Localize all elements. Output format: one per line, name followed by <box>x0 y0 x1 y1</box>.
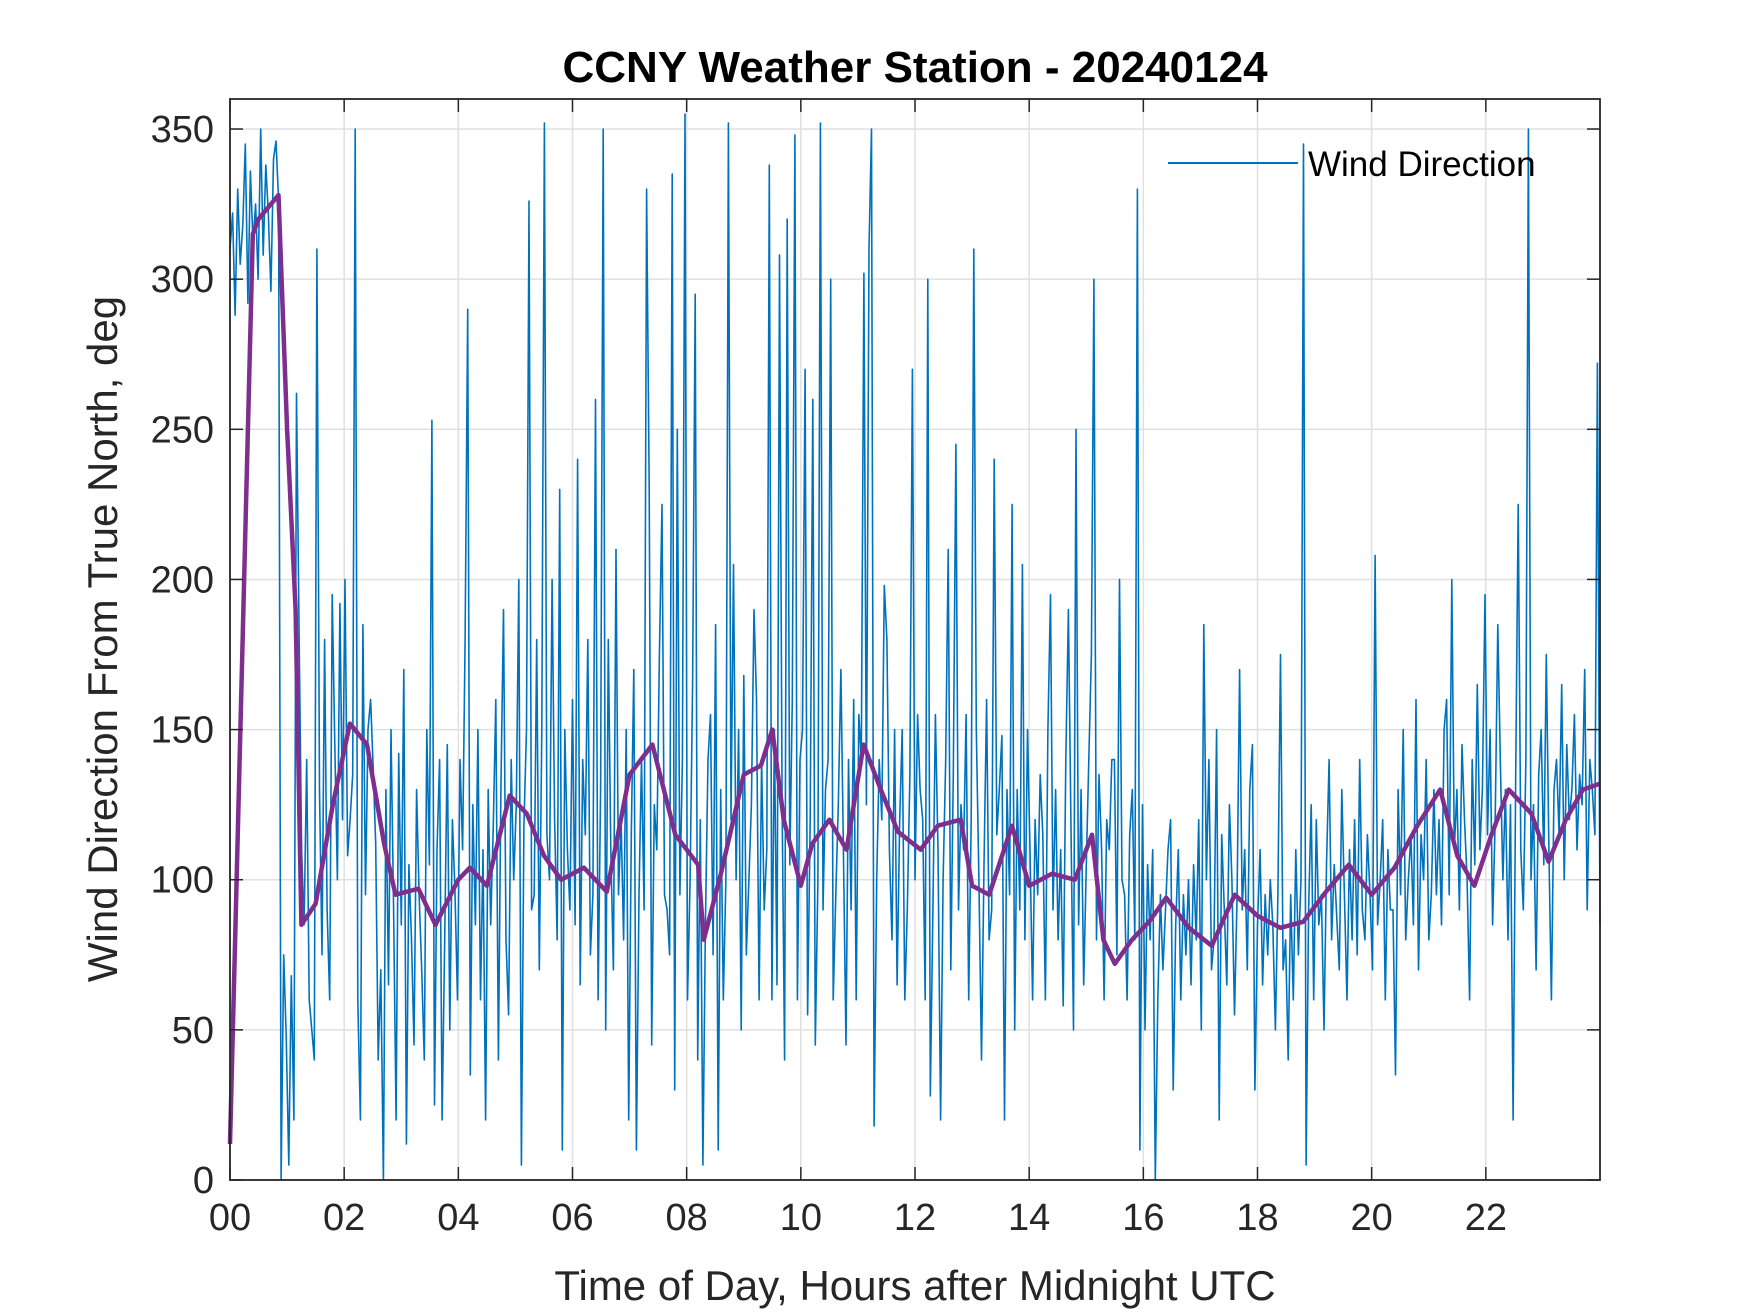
y-tick-label: 100 <box>151 860 214 902</box>
y-tick-label: 50 <box>172 1010 214 1052</box>
x-tick-label: 22 <box>1465 1197 1507 1239</box>
y-axis-label: Wind Direction From True North, deg <box>79 296 126 982</box>
x-tick-label: 02 <box>323 1197 365 1239</box>
series-line-wind-direction <box>229 113 1601 1181</box>
y-tick-label: 350 <box>151 109 214 151</box>
y-tick-label: 200 <box>151 559 214 601</box>
legend-label-wind-direction: Wind Direction <box>1308 145 1536 184</box>
x-tick-label: 10 <box>780 1197 822 1239</box>
chart-title: CCNY Weather Station - 20240124 <box>562 43 1268 92</box>
x-tick-label: 04 <box>437 1197 479 1239</box>
x-tick-label: 20 <box>1351 1197 1393 1239</box>
y-tick-label: 150 <box>151 710 214 752</box>
x-tick-label: 08 <box>666 1197 708 1239</box>
x-tick-label: 14 <box>1008 1197 1050 1239</box>
x-tick-label: 06 <box>551 1197 593 1239</box>
series-line-running-mean <box>227 192 1601 1145</box>
series-layer <box>227 113 1601 1181</box>
legend: Wind Direction <box>1168 145 1536 184</box>
x-tick-label: 18 <box>1236 1197 1278 1239</box>
y-tick-label: 250 <box>151 409 214 451</box>
ticks: 00 02 04 06 08 10 12 14 16 18 20 22 0 50 100 150 200 250 3… <box>151 99 1600 1239</box>
x-tick-label: 16 <box>1122 1197 1164 1239</box>
y-tick-label: 0 <box>193 1160 214 1202</box>
y-tick-label: 300 <box>151 259 214 301</box>
x-tick-label: 12 <box>894 1197 936 1239</box>
x-tick-label: 00 <box>209 1197 251 1239</box>
x-axis-label: Time of Day, Hours after Midnight UTC <box>554 1262 1275 1309</box>
